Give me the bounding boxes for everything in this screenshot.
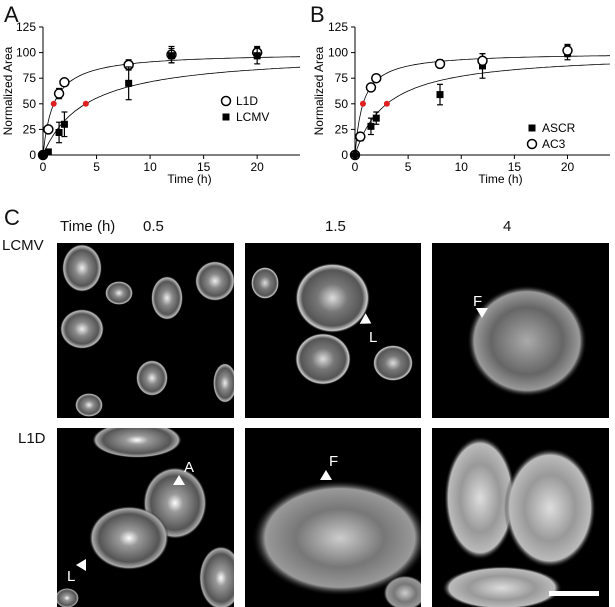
data-point-ac3 [434,58,446,70]
data-point-l1d [53,88,65,99]
x-tick-label: 20 [561,160,575,174]
fit-curve [42,56,300,156]
half-time-marker [50,100,57,107]
arrowhead-l1d-0-5-l [76,559,86,571]
micrograph-l1d-1-5 [245,428,421,607]
y-axis-label: Normalized Area [1,46,15,135]
data-point-l1d [43,124,54,135]
half-time-marker [359,100,366,107]
annotation-l1d-0-5-a: A [184,459,195,476]
arrowhead-lcmv-4 [476,308,488,318]
y-tick-label: 125 [16,20,36,34]
data-point-ascr [372,114,380,122]
x-axis-label: Time (h) [167,172,211,186]
data-point-l1d [59,77,70,88]
y-tick-label: 50 [335,97,349,111]
y-tick-label: 0 [341,148,348,162]
data-point-lcmv [168,52,175,60]
cells-image [251,263,413,385]
data-point-ascr [436,91,444,99]
row-label-lcmv: LCMV [2,237,44,254]
x-tick-label: 10 [143,160,157,174]
half-time-marker [82,100,89,107]
panel-letter-b: B [310,2,325,27]
x-tick-label: 0 [352,160,359,174]
time-header: Time (h) [60,218,116,235]
y-tick-label: 100 [328,46,348,60]
micrograph-l1d-4 [432,428,609,607]
annotation-lcmv-1-5: L [369,329,378,346]
data-point-ac3 [562,45,573,56]
data-point-lcmv [55,128,63,136]
annotation-lcmv-4: F [473,293,483,310]
y-tick-label: 50 [23,97,37,111]
data-point-ac3 [355,131,366,142]
panel-letter-c: C [4,205,20,230]
data-point-ac3 [477,55,488,67]
half-time-marker [383,100,390,107]
legend-label: ASCR [542,121,576,135]
data-point-lcmv [44,148,52,156]
cells-image [467,285,587,397]
y-tick-label: 25 [335,122,349,136]
legend-marker [528,124,536,132]
x-axis-label: Time (h) [478,172,522,186]
micrograph-lcmv-4 [432,243,609,418]
y-tick-label: 0 [29,148,36,162]
annotation-l1d-0-5-l: L [67,568,76,585]
data-point-lcmv [253,52,261,60]
x-tick-label: 20 [250,160,264,174]
cells-image [60,244,234,417]
data-point-ac3 [365,82,377,93]
x-tick-label: 5 [93,160,100,174]
time-header-0: 0.5 [143,218,164,235]
legend-label: LCMV [236,110,269,124]
row-label-l1d: L1D [18,430,46,447]
panel-letter-a: A [4,2,19,27]
x-tick-label: 0 [40,160,47,174]
annotation-l1d-1-5: F [329,453,339,470]
chart-b: 0 25 50 75 100 125 0 5 10 15 20 Time (h) Normalized … [312,20,611,186]
micrograph-l1d-0-5 [57,428,234,607]
chart-a: 0 25 50 75 100 125 0 5 10 15 20 Time (h) Normalized … [1,20,301,186]
origin-point [38,150,48,160]
micrograph-lcmv-0-5 [57,243,234,418]
cells-image [252,480,421,607]
legend-marker [220,95,232,107]
y-tick-label: 75 [335,71,349,85]
time-header-2: 4 [503,218,512,235]
x-tick-label: 5 [405,160,412,174]
x-tick-label: 15 [508,160,522,174]
x-tick-label: 15 [197,160,211,174]
arrowhead-l1d-0-5-a [173,475,185,485]
cells-image [442,436,596,607]
cells-image [57,428,234,607]
legend-label: L1D [236,94,258,108]
legend-marker [526,138,538,150]
data-point-lcmv [60,120,68,128]
y-tick-label: 125 [328,20,348,34]
legend-marker [222,113,230,121]
scale-bar [549,591,599,596]
legend-label: AC3 [542,137,566,151]
data-point-lcmv [125,79,133,87]
origin-point [350,150,360,160]
y-axis-label: Normalized Area [312,46,326,135]
micrograph-lcmv-1-5 [245,243,421,418]
data-point-ascr [367,122,375,130]
time-header-1: 1.5 [325,218,346,235]
y-tick-label: 100 [16,46,36,60]
x-tick-label: 10 [455,160,469,174]
arrowhead-l1d-1-5 [320,470,332,480]
y-tick-label: 75 [23,71,37,85]
y-tick-label: 25 [23,122,37,136]
data-point-ac3 [371,72,382,84]
